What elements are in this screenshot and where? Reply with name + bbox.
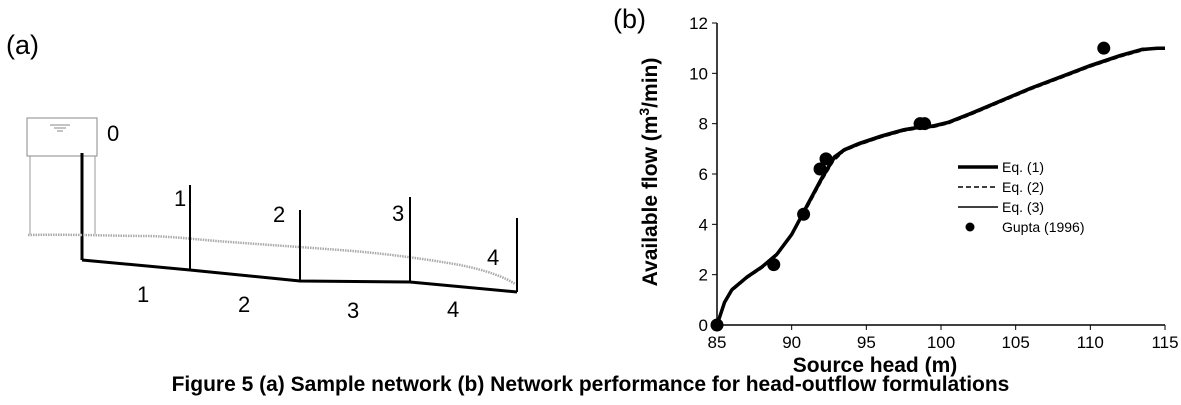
x-tick-label: 110 — [1077, 333, 1104, 352]
y-axis-label-main: Available flow (m — [639, 116, 662, 287]
data-point-gupta — [819, 152, 833, 166]
legend-label: Eq. (2) — [1002, 179, 1044, 195]
pipe-label-3: 3 — [347, 298, 360, 323]
x-tick-label: 100 — [927, 333, 955, 352]
x-tick-label: 95 — [857, 333, 876, 352]
y-tick-label: 6 — [699, 165, 708, 184]
x-tick-label: 90 — [782, 333, 801, 352]
node-label-4: 4 — [487, 245, 500, 270]
y-tick-label: 8 — [699, 115, 708, 134]
reservoir-label: 0 — [107, 121, 120, 146]
pipe-label-2: 2 — [238, 292, 251, 317]
node-label-1: 1 — [174, 186, 187, 211]
network-diagram — [26, 117, 518, 294]
data-point-gupta — [767, 258, 781, 272]
x-tick-label: 115 — [1151, 333, 1178, 352]
y-axis-label: Available flow (m3/min) — [636, 58, 662, 287]
pipe-label-4: 4 — [447, 297, 460, 322]
legend-marker-gupta — [965, 222, 975, 232]
data-point-gupta — [710, 318, 724, 332]
series-line-3 — [717, 47, 1165, 326]
panel-a-label: (a) — [6, 30, 39, 60]
chart-axes: 85 90 95 100 105 110 115 0 2 4 6 8 10 12 — [689, 14, 1178, 352]
legend-label: Eq. (3) — [1002, 199, 1044, 215]
y-tick-label: 2 — [699, 266, 708, 285]
data-point-gupta — [918, 117, 932, 131]
y-tick-label: 0 — [699, 316, 708, 335]
y-axis-label-unit: /min) — [639, 58, 662, 108]
node-label-2: 2 — [273, 202, 286, 227]
node-label-3: 3 — [392, 201, 405, 226]
chart-legend: Eq. (1) Eq. (2) Eq. (3) Gupta (1996) — [958, 159, 1085, 235]
data-point-gupta — [1097, 41, 1111, 55]
y-tick-label: 12 — [689, 14, 708, 33]
data-point-gupta — [813, 162, 827, 176]
y-tick-label: 10 — [689, 64, 708, 83]
chart-series — [710, 41, 1165, 332]
figure-caption: Figure 5 (a) Sample network (b) Network … — [171, 373, 1010, 396]
legend-label: Gupta (1996) — [1002, 219, 1085, 235]
series-line-2 — [717, 47, 1165, 326]
x-tick-label: 105 — [1001, 333, 1029, 352]
x-axis-label: Source head (m) — [793, 354, 958, 377]
y-tick-label: 4 — [699, 215, 708, 234]
y-axis-label-sup: 3 — [636, 108, 652, 116]
hydraulic-grade-line — [27, 233, 516, 286]
legend-label: Eq. (1) — [1002, 159, 1044, 175]
panel-b-label: (b) — [613, 4, 646, 34]
series-line-1 — [717, 46, 1165, 326]
pipe-label-1: 1 — [137, 282, 150, 307]
data-point-gupta — [797, 207, 811, 221]
x-tick-label: 85 — [708, 333, 727, 352]
reservoir — [26, 117, 98, 157]
